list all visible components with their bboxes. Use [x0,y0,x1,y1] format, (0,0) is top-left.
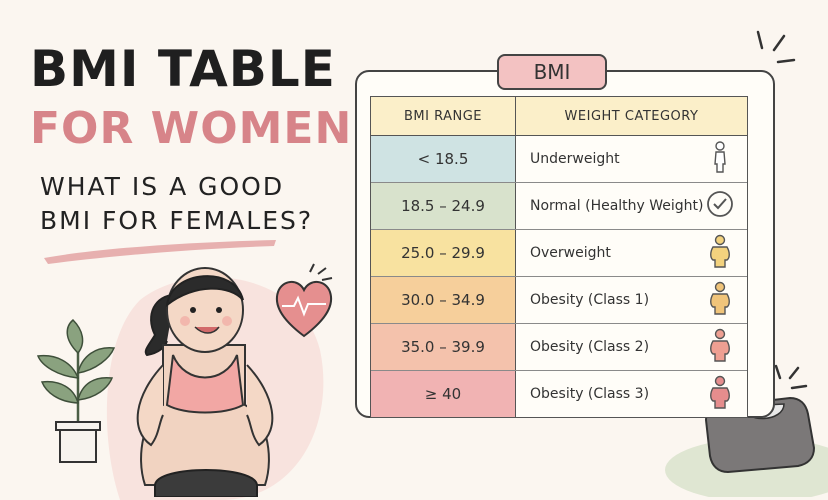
heart-pulse-icon [275,263,333,338]
weight-category-label: Obesity (Class 2) [530,339,650,355]
weight-category-cell: Obesity (Class 1) [516,277,747,323]
weight-category-label: Underweight [530,151,620,167]
table-row: 30.0 – 34.9 Obesity (Class 1) [371,277,747,324]
bmi-range-cell: 25.0 – 29.9 [371,230,516,276]
weight-category-label: Obesity (Class 3) [530,386,650,402]
page-subtitle: WHAT IS A GOOD BMI FOR FEMALES? [40,170,313,238]
plant-icon [36,318,116,463]
table-row: 25.0 – 29.9 Overweight [371,230,747,277]
weight-category-cell: Underweight [516,136,747,182]
table-row: 35.0 – 39.9 Obesity (Class 2) [371,324,747,371]
table-row: ≥ 40 Obesity (Class 3) [371,371,747,417]
weight-category-label: Obesity (Class 1) [530,292,650,308]
weight-category-label: Normal (Healthy Weight) [530,198,704,214]
woman-illustration [136,267,274,497]
table-row: 18.5 – 24.9 Normal (Healthy Weight) [371,183,747,230]
figure-icon [705,281,735,319]
bmi-range-cell: < 18.5 [371,136,516,182]
subtitle-line1: WHAT IS A GOOD [40,172,285,201]
figure-icon [705,234,735,272]
checkmark-circle-icon [705,187,735,225]
weight-category-label: Overweight [530,245,611,261]
page-title-line1: BMI TABLE [30,40,336,98]
header-weight-category: WEIGHT CATEGORY [564,108,699,124]
weight-category-cell: Obesity (Class 2) [516,324,747,370]
weight-category-cell: Normal (Healthy Weight) [516,183,747,229]
page-title-line2: FOR WOMEN: [30,103,371,154]
figure-icon [705,328,735,366]
subtitle-line2: BMI FOR FEMALES? [40,206,314,235]
bmi-range-cell: ≥ 40 [371,371,516,417]
slim-figure-icon [705,140,735,178]
bmi-table: BMI RANGE WEIGHT CATEGORY < 18.5 Underwei… [370,96,748,418]
table-body: < 18.5 Underweight 18.5 – 24.9 Normal (Heal… [371,136,747,417]
table-header: BMI RANGE WEIGHT CATEGORY [371,97,747,136]
bmi-badge: BMI [497,54,607,90]
bmi-range-cell: 18.5 – 24.9 [371,183,516,229]
header-bmi-range: BMI RANGE [371,97,516,135]
brush-stroke [44,240,276,264]
bmi-range-cell: 35.0 – 39.9 [371,324,516,370]
figure-icon [705,375,735,413]
bmi-range-cell: 30.0 – 34.9 [371,277,516,323]
weight-category-cell: Overweight [516,230,747,276]
weight-category-cell: Obesity (Class 3) [516,371,747,417]
sparkle-lines-top [756,30,796,64]
sparkle-lines-bottom [774,364,808,390]
table-row: < 18.5 Underweight [371,136,747,183]
